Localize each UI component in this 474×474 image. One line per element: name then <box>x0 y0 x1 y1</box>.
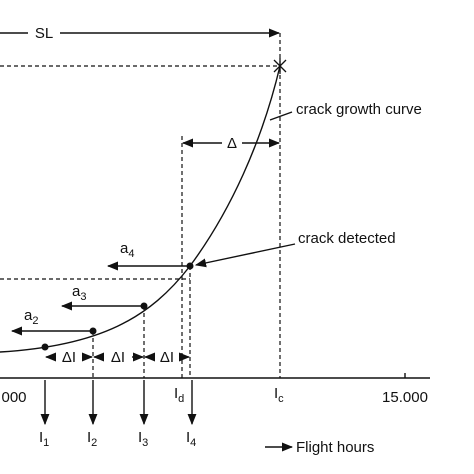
marker-sub: d <box>178 393 184 405</box>
inspection-sub: 1 <box>43 437 49 449</box>
inspection-sub: 4 <box>190 437 196 449</box>
axis-tick-label: 000 <box>1 389 26 406</box>
inspection-sub: 3 <box>142 437 148 449</box>
critical-point <box>273 58 287 74</box>
inspection-sub: 2 <box>91 437 97 449</box>
crack-size-main: a <box>24 307 33 324</box>
detected-arrow <box>194 243 296 268</box>
crack-size-sub: 4 <box>128 248 134 260</box>
inspection-label: I2 <box>87 429 97 449</box>
curve-label: crack growth curve <box>296 101 422 118</box>
marker-label: Id <box>174 385 184 405</box>
axis-tick-label: 15.000 <box>382 389 428 406</box>
curve-leader <box>269 111 293 121</box>
marker-sub: c <box>278 393 284 405</box>
crack-size-sub: 3 <box>80 291 86 303</box>
interval-label: ΔI <box>62 349 76 366</box>
marker-main: I <box>174 385 178 402</box>
inspection-arrows <box>40 380 197 426</box>
crack-size-main: a <box>72 283 81 300</box>
guide-lines <box>0 33 281 378</box>
marker-main: I <box>274 385 278 402</box>
detected-label: crack detected <box>298 230 396 247</box>
inspection-main: I <box>39 429 43 446</box>
crack-size-label: a3 <box>72 283 86 303</box>
inspection-label: I4 <box>186 429 196 449</box>
marker-label: Ic <box>274 385 284 405</box>
inspection-main: I <box>186 429 190 446</box>
inspection-label: I1 <box>39 429 49 449</box>
axis-title: Flight hours <box>296 439 374 456</box>
crack-growth-curve <box>0 65 281 353</box>
delta-label: Δ <box>227 135 237 152</box>
crack-size-main: a <box>120 240 129 257</box>
crack-size-label: a4 <box>120 240 134 260</box>
crack-size-sub: 2 <box>32 315 38 327</box>
interval-label: ΔI <box>160 349 174 366</box>
sl-label: SL <box>35 25 53 42</box>
inspection-main: I <box>138 429 142 446</box>
crack-size-label: a2 <box>24 307 38 327</box>
interval-label: ΔI <box>111 349 125 366</box>
inspection-main: I <box>87 429 91 446</box>
inspection-label: I3 <box>138 429 148 449</box>
